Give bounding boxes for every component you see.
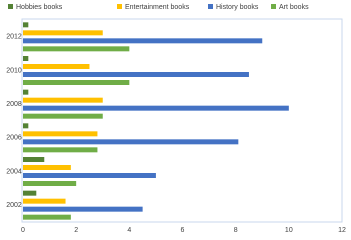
x-tick-label: 6 — [181, 227, 185, 234]
legend-swatch — [117, 4, 122, 9]
bar — [23, 38, 263, 44]
bar — [23, 105, 289, 111]
bar — [23, 157, 45, 162]
bar — [23, 46, 130, 52]
bar — [23, 198, 66, 204]
x-tick-label: 10 — [285, 227, 293, 234]
bar — [23, 56, 29, 61]
bar — [23, 181, 77, 186]
y-tick-label: 2006 — [6, 135, 22, 142]
bar — [23, 80, 130, 85]
legend-label: History books — [216, 4, 259, 11]
y-tick-label: 2004 — [6, 168, 22, 175]
bar — [23, 190, 37, 196]
legend-label: Hobbies books — [16, 4, 63, 11]
bar — [23, 214, 71, 220]
legend-swatch — [271, 4, 276, 9]
bar — [23, 147, 98, 153]
legend-swatch — [8, 4, 13, 9]
y-tick-label: 2002 — [6, 202, 22, 209]
x-tick-label: 12 — [338, 227, 346, 234]
bar — [23, 22, 29, 28]
bar — [23, 123, 29, 129]
bar — [23, 206, 143, 212]
x-tick-label: 2 — [74, 227, 78, 234]
x-tick-label: 8 — [234, 227, 238, 234]
legend-swatch — [208, 4, 213, 9]
y-tick-label: 2008 — [6, 101, 22, 108]
bar — [23, 72, 249, 77]
bar — [23, 113, 103, 119]
bar — [23, 89, 29, 95]
x-tick-label: 4 — [127, 227, 131, 234]
bar — [23, 97, 103, 103]
bar — [23, 139, 239, 145]
bar — [23, 173, 156, 178]
bar — [23, 131, 98, 137]
x-tick-label: 0 — [21, 227, 25, 234]
plot-frame — [21, 18, 343, 223]
y-tick-label: 2012 — [6, 34, 22, 41]
bar — [23, 30, 103, 36]
bar — [23, 64, 90, 69]
y-tick-label: 2010 — [6, 67, 22, 74]
legend-label: Entertainment books — [125, 4, 190, 11]
bar — [23, 165, 71, 170]
legend-label: Art books — [279, 4, 309, 11]
